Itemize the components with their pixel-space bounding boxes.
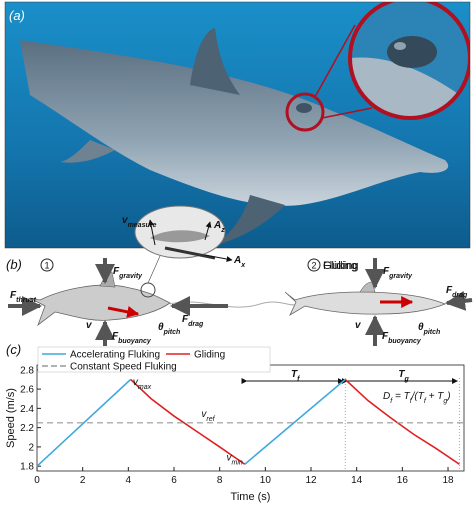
x-tick-label: 6 xyxy=(171,475,177,486)
force-label: Fdrag xyxy=(182,314,204,328)
legend-box xyxy=(37,346,271,373)
label-main: F xyxy=(112,331,119,342)
force-label: θpitch xyxy=(418,322,440,336)
mode-number: 1 xyxy=(44,261,49,271)
mode-label: Gliding xyxy=(323,260,357,272)
y-tick-label: 2.6 xyxy=(20,385,34,396)
x-tick-label: 12 xyxy=(305,475,317,486)
force-label: Fthrust xyxy=(10,290,37,304)
y-axis-label: Speed (m/s) xyxy=(5,388,17,448)
label-sub: min xyxy=(232,459,243,466)
label-main: F xyxy=(182,314,189,325)
label-main: T xyxy=(398,369,405,380)
label-sub: x xyxy=(240,262,246,269)
y-tick-label: 2 xyxy=(28,442,34,453)
annotation: vmax xyxy=(133,377,152,391)
label-main: v xyxy=(86,320,93,331)
x-tick-label: 18 xyxy=(442,475,454,486)
label-main: v xyxy=(133,377,139,388)
label-main: θ xyxy=(158,322,164,333)
formula-main: D xyxy=(383,391,390,402)
label-main: F xyxy=(10,290,17,301)
x-tick-label: 10 xyxy=(260,475,272,486)
force-label: Fdrag xyxy=(446,285,468,299)
formula-main: = T xyxy=(392,391,410,402)
force-label: Fbuoyancy xyxy=(382,331,422,345)
label-main: v xyxy=(355,320,362,331)
label-sub: gravity xyxy=(388,273,413,280)
x-tick-label: 8 xyxy=(217,475,223,486)
formula-main: ) xyxy=(446,391,450,402)
label-sub: pitch xyxy=(163,329,181,336)
legend-label: Constant Speed Fluking xyxy=(70,362,177,373)
y-tick-label: 2.2 xyxy=(20,423,34,434)
x-axis-label: Time (s) xyxy=(231,491,271,503)
force-label: v xyxy=(86,320,93,331)
label-main: v xyxy=(122,215,129,226)
panel-label: (b) xyxy=(6,257,22,272)
mode-number: 2 xyxy=(311,261,316,271)
label-sub: buoyancy xyxy=(118,338,152,345)
legend-label: Gliding xyxy=(194,350,225,361)
x-tick-label: 16 xyxy=(397,475,409,486)
formula-main: + T xyxy=(426,391,444,402)
label-sub: drag xyxy=(188,321,204,328)
label-main: F xyxy=(382,331,389,342)
force-label: Fgravity xyxy=(383,266,413,280)
label-main: F xyxy=(383,266,390,277)
label-main: A xyxy=(233,255,241,266)
label-sub: buoyancy xyxy=(388,338,422,345)
force-label: Fgravity xyxy=(113,266,143,280)
x-tick-label: 14 xyxy=(351,475,363,486)
label-sub: ref xyxy=(206,416,215,423)
formula-sub: f xyxy=(410,398,413,405)
series-line xyxy=(36,378,346,467)
inset-label: Az xyxy=(213,220,225,234)
panel-label: (a) xyxy=(9,8,25,23)
formula-sub: g xyxy=(443,398,447,405)
label-sub: f xyxy=(297,376,300,383)
formula-sub: f xyxy=(424,398,427,405)
label-main: A xyxy=(213,220,221,231)
label-main: F xyxy=(113,266,120,277)
series-line xyxy=(130,378,460,465)
label-sub: thrust xyxy=(16,297,37,304)
force-label: Fbuoyancy xyxy=(112,331,152,345)
formula: Df = Tf/(Tf + Tg) xyxy=(383,391,451,405)
y-tick-label: 2.8 xyxy=(20,365,34,376)
interval-label: Tg xyxy=(398,369,409,383)
interval-label: Tf xyxy=(291,369,300,383)
x-tick-label: 4 xyxy=(126,475,132,486)
annotation: vref xyxy=(201,409,215,423)
force-label: v xyxy=(355,320,362,331)
panel-label: (c) xyxy=(6,342,21,357)
x-tick-label: 2 xyxy=(80,475,86,486)
label-main: v xyxy=(201,409,207,420)
y-tick-label: 2.4 xyxy=(20,404,34,415)
label-main: T xyxy=(291,369,298,380)
label-sub: measure xyxy=(128,222,157,229)
label-sub: drag xyxy=(452,292,468,299)
label-main: θ xyxy=(418,322,424,333)
formula-main: /(T xyxy=(411,391,425,402)
inset-label: Ax xyxy=(233,255,246,269)
legend-label: Accelerating Fluking xyxy=(70,350,160,361)
label-sub: gravity xyxy=(118,273,143,280)
y-tick-label: 1.8 xyxy=(20,462,34,473)
label-sub: pitch xyxy=(423,329,441,336)
label-sub: z xyxy=(220,227,225,234)
x-tick-label: 0 xyxy=(34,475,40,486)
formula-sub: f xyxy=(390,398,393,405)
mode-label: Fluking xyxy=(323,260,358,272)
annotation: vmin xyxy=(227,452,243,466)
diagram xyxy=(8,205,473,346)
label-main: v xyxy=(227,452,233,463)
label-sub: max xyxy=(138,384,152,391)
force-label: θpitch xyxy=(158,322,180,336)
label-sub: g xyxy=(403,376,409,383)
photo xyxy=(5,2,470,248)
inset-label: vmeasure xyxy=(122,215,156,229)
label-main: F xyxy=(446,285,453,296)
